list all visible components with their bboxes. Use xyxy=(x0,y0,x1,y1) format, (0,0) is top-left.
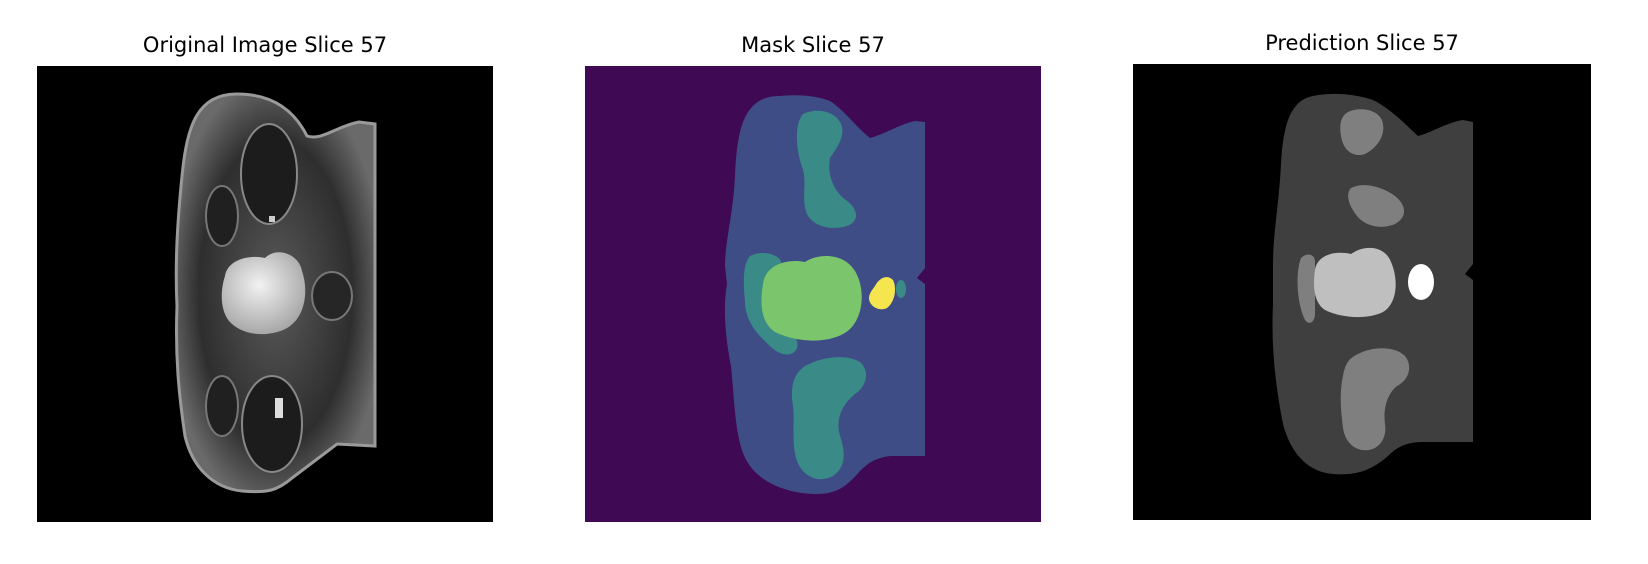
original-image-panel xyxy=(37,66,493,522)
prediction-upper-mid-gray-region xyxy=(1348,185,1405,227)
original-image-title: Original Image Slice 57 xyxy=(142,33,388,57)
original-bright-spot xyxy=(275,398,283,418)
prediction-view xyxy=(1133,64,1591,520)
mask-yellow-region xyxy=(869,277,895,310)
mask-small-teal-spot xyxy=(896,280,906,298)
original-left-structure-top xyxy=(205,185,239,247)
prediction-light-region xyxy=(1314,247,1396,318)
original-bright-region xyxy=(221,252,306,335)
mask-title: Mask Slice 57 xyxy=(741,33,885,57)
prediction-left-gray-region xyxy=(1297,254,1315,323)
prediction-upper-gray-region xyxy=(1340,109,1384,156)
prediction-white-region xyxy=(1408,264,1434,300)
original-upper-structure xyxy=(240,123,298,225)
original-image-view xyxy=(37,66,493,522)
original-lower-structure xyxy=(241,375,303,473)
prediction-title: Prediction Slice 57 xyxy=(1265,31,1459,55)
prediction-panel xyxy=(1133,64,1591,520)
original-bright-dot xyxy=(269,216,275,222)
mask-upper-teal-region xyxy=(796,110,857,228)
mask-panel xyxy=(585,66,1041,522)
mask-view xyxy=(585,66,1041,522)
original-left-structure-bottom xyxy=(205,375,239,437)
prediction-lower-gray-region xyxy=(1340,348,1410,451)
original-right-structure xyxy=(311,271,353,321)
mask-lower-teal-region xyxy=(791,357,867,480)
mask-green-region xyxy=(761,255,862,341)
